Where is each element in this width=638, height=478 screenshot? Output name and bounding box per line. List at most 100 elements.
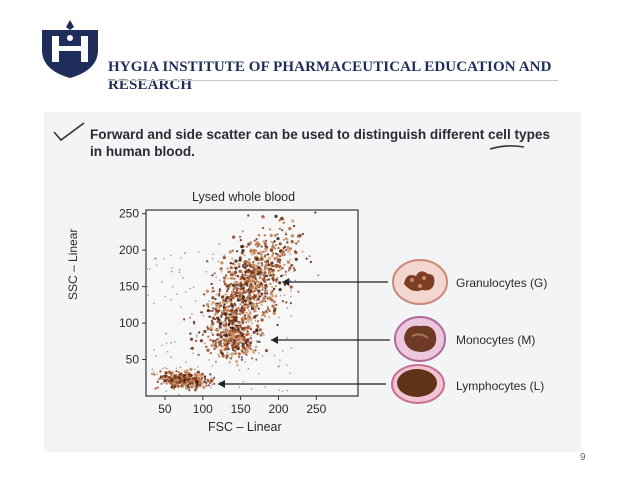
data-point bbox=[228, 270, 231, 273]
data-point bbox=[234, 351, 237, 354]
data-point bbox=[264, 295, 267, 298]
data-point bbox=[245, 321, 248, 324]
data-point bbox=[255, 286, 258, 289]
data-point bbox=[266, 274, 269, 277]
data-point bbox=[226, 347, 229, 350]
data-point bbox=[268, 316, 271, 319]
data-point bbox=[191, 382, 194, 385]
data-point bbox=[234, 295, 237, 298]
data-point bbox=[173, 382, 177, 385]
data-point bbox=[226, 316, 230, 320]
data-point bbox=[220, 315, 223, 318]
data-point bbox=[242, 265, 245, 268]
data-point bbox=[245, 353, 248, 356]
data-point bbox=[234, 304, 237, 307]
data-point bbox=[235, 287, 238, 290]
debris-point bbox=[182, 277, 184, 279]
data-point bbox=[226, 305, 229, 308]
data-point bbox=[269, 233, 273, 238]
data-point bbox=[257, 320, 260, 323]
debris-point bbox=[289, 279, 292, 282]
data-point bbox=[251, 284, 254, 287]
data-point bbox=[243, 299, 246, 302]
debris-point bbox=[208, 300, 210, 302]
data-point bbox=[244, 261, 247, 264]
data-point bbox=[232, 309, 236, 313]
data-point bbox=[211, 321, 215, 325]
data-point bbox=[249, 286, 252, 289]
data-point bbox=[174, 376, 177, 379]
data-point bbox=[223, 348, 226, 351]
data-point bbox=[264, 289, 267, 292]
data-point bbox=[198, 381, 201, 384]
x-tick-label: 250 bbox=[306, 402, 326, 416]
data-point bbox=[259, 301, 262, 304]
data-point bbox=[254, 243, 257, 246]
page-number: 9 bbox=[580, 452, 586, 463]
data-point bbox=[228, 361, 231, 364]
debris-point bbox=[256, 339, 258, 342]
data-point bbox=[269, 292, 273, 296]
data-point bbox=[239, 239, 242, 242]
data-point bbox=[218, 325, 222, 329]
debris-point bbox=[223, 331, 225, 333]
debris-point bbox=[229, 357, 231, 359]
data-point bbox=[226, 267, 229, 270]
data-point bbox=[243, 254, 246, 257]
data-point bbox=[226, 290, 229, 293]
data-point bbox=[201, 333, 204, 336]
data-point bbox=[263, 271, 266, 274]
data-point bbox=[241, 342, 245, 346]
data-point bbox=[215, 309, 218, 312]
data-point bbox=[210, 282, 213, 286]
x-tick-label: 100 bbox=[193, 402, 213, 416]
data-point bbox=[288, 266, 292, 270]
data-point bbox=[216, 320, 219, 323]
data-point bbox=[289, 253, 292, 256]
debris-point bbox=[155, 257, 157, 260]
data-point bbox=[245, 311, 248, 314]
arrowhead bbox=[217, 380, 225, 388]
data-point bbox=[266, 305, 269, 308]
data-point bbox=[276, 237, 280, 241]
debris-point bbox=[243, 285, 245, 288]
debris-point bbox=[238, 369, 241, 371]
data-point bbox=[247, 313, 250, 316]
data-point bbox=[248, 283, 252, 287]
data-point bbox=[257, 307, 260, 310]
debris-point bbox=[146, 286, 148, 288]
institute-name: HYGIA INSTITUTE OF PHARMACEUTICAL EDUCAT… bbox=[108, 59, 552, 93]
data-point bbox=[198, 331, 201, 334]
data-point bbox=[237, 332, 240, 335]
debris-point bbox=[170, 270, 173, 273]
data-point bbox=[211, 333, 214, 336]
data-point bbox=[212, 341, 216, 345]
data-point bbox=[218, 341, 221, 345]
data-point bbox=[275, 255, 279, 259]
data-point bbox=[216, 304, 219, 308]
data-point bbox=[277, 269, 280, 272]
hygia-shield-logo-icon bbox=[42, 20, 98, 78]
debris-point bbox=[170, 342, 172, 344]
debris-point bbox=[215, 276, 217, 279]
data-point bbox=[274, 244, 278, 247]
data-point bbox=[256, 272, 260, 276]
data-point bbox=[227, 305, 231, 308]
debris-point bbox=[170, 298, 172, 301]
debris-point bbox=[253, 311, 255, 313]
data-point bbox=[233, 290, 236, 293]
data-point bbox=[264, 284, 268, 288]
data-point bbox=[238, 297, 242, 301]
data-point bbox=[216, 328, 220, 332]
debris-point bbox=[238, 386, 241, 388]
data-point bbox=[253, 315, 257, 319]
data-point bbox=[272, 311, 276, 315]
data-point bbox=[268, 270, 272, 274]
data-point bbox=[260, 262, 263, 265]
data-point bbox=[222, 323, 226, 327]
data-point bbox=[274, 285, 277, 288]
debris-point bbox=[258, 373, 260, 375]
data-point bbox=[272, 287, 276, 290]
data-point bbox=[209, 338, 212, 341]
data-point bbox=[224, 293, 227, 296]
